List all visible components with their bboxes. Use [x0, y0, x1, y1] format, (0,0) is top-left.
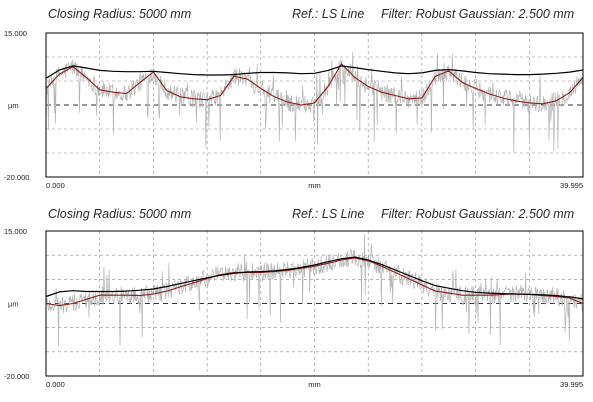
closing-radius-label: Closing Radius: 5000 mm	[48, 207, 192, 221]
y-tick-min: -20.000	[4, 173, 29, 182]
chart-panel-bottom: 15.000 -20.000 µm 0.000 39.995 mm Closing Rad…	[0, 199, 593, 402]
filtered-profile-line	[45, 257, 584, 307]
reference-label: Ref.: LS Line	[292, 207, 365, 221]
plot-frame	[45, 32, 584, 178]
raw-profile-line	[45, 51, 584, 153]
x-axis-unit: mm	[308, 380, 321, 389]
y-tick-min: -20.000	[4, 372, 29, 381]
closing-envelope-line	[45, 65, 584, 79]
x-tick-max: 39.995	[560, 181, 583, 190]
y-tick-max: 15.000	[4, 227, 27, 236]
filtered-profile-line	[45, 63, 584, 106]
x-tick-min: 0.000	[46, 380, 65, 389]
closing-radius-label: Closing Radius: 5000 mm	[48, 7, 192, 21]
reference-label: Ref.: LS Line	[292, 7, 365, 21]
grid	[46, 231, 583, 376]
y-tick-max: 15.000	[4, 29, 27, 38]
y-axis-unit: µm	[8, 101, 19, 110]
plot-frame	[45, 230, 584, 377]
chart-plot: 15.000 -20.000 µm 0.000 39.995 mm	[4, 29, 584, 190]
x-tick-max: 39.995	[560, 380, 583, 389]
chart-plot: 15.000 -20.000 µm 0.000 39.995 mm	[4, 227, 584, 389]
x-axis-unit: mm	[308, 181, 321, 190]
x-tick-min: 0.000	[46, 181, 65, 190]
y-axis-unit: µm	[8, 300, 19, 309]
filter-label: Filter: Robust Gaussian: 2.500 mm	[381, 207, 575, 221]
chart-panel-top: 15.000 -20.000 µm 0.000 39.995 mm Closing Rad…	[0, 0, 593, 196]
closing-envelope-line	[45, 256, 584, 300]
filter-label: Filter: Robust Gaussian: 2.500 mm	[381, 7, 575, 21]
